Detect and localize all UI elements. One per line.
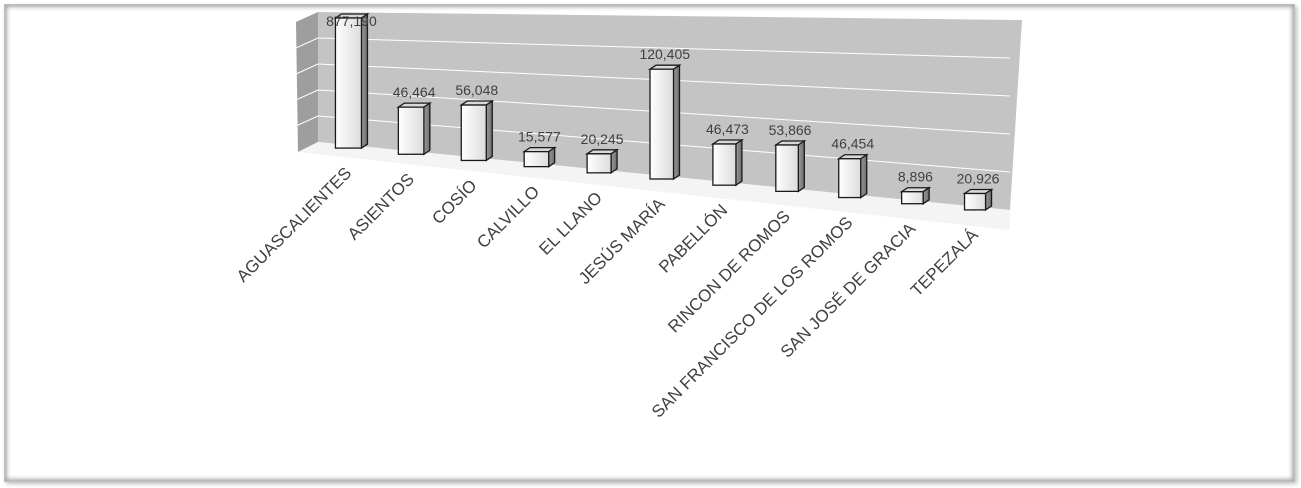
bar-front <box>712 143 737 186</box>
bar-front <box>963 192 987 211</box>
bar-side <box>984 188 993 212</box>
category-label: PABELLÓN <box>655 201 731 277</box>
bar <box>836 153 869 199</box>
value-label: 46,454 <box>831 136 874 152</box>
gridline <box>295 89 319 101</box>
bar <box>522 146 557 168</box>
bar-side <box>423 101 431 156</box>
bar-front <box>586 153 612 174</box>
category-label: TEPEZALÁ <box>907 225 982 300</box>
category-label: COSÍO <box>428 176 480 228</box>
bar-front <box>838 158 862 199</box>
value-label: 20,245 <box>581 131 624 147</box>
value-label: 46,464 <box>393 84 436 100</box>
value-label: 46,473 <box>706 121 749 137</box>
bar-front <box>775 144 799 193</box>
bar-front <box>397 106 425 155</box>
bar-side <box>548 146 556 168</box>
value-label: 20,926 <box>957 171 1000 187</box>
value-label: 8,896 <box>898 169 933 185</box>
bar-side <box>672 63 681 181</box>
value-label: 56,048 <box>455 82 498 98</box>
value-label: 53,866 <box>769 122 812 138</box>
bar-front <box>900 191 924 205</box>
bar-side <box>485 99 493 162</box>
category-label: CALVILLO <box>473 182 543 252</box>
category-label: EL LLANO <box>535 188 605 258</box>
bar <box>396 101 433 156</box>
bar-front <box>649 68 675 180</box>
category-label: ASIENTOS <box>344 170 418 244</box>
bar <box>710 138 745 187</box>
bar <box>459 99 495 162</box>
value-label: 120,405 <box>639 46 690 62</box>
bar <box>647 63 682 181</box>
category-label: SAN JOSÉ DE GRACIA <box>777 219 920 362</box>
bar <box>584 148 620 175</box>
gridline <box>295 37 319 49</box>
bar <box>899 186 932 205</box>
bar-side <box>797 139 805 193</box>
bar <box>773 139 807 193</box>
bar-front <box>334 17 363 149</box>
bars-group <box>333 12 994 212</box>
bar-side <box>860 153 868 199</box>
gridline <box>295 63 319 75</box>
value-label: 15,577 <box>518 129 561 145</box>
side-wall <box>296 12 318 152</box>
gridline <box>317 37 1011 59</box>
value-labels-group: 877,190 46,464 56,048 15,577 20,245 120,405 46… <box>326 13 1000 187</box>
category-label: RINCON DE ROMOS <box>664 207 794 337</box>
bar-front <box>523 150 550 168</box>
value-label: 877,190 <box>326 13 377 29</box>
bar-side <box>735 138 743 187</box>
category-label: AGUASCALIENTES <box>233 163 355 285</box>
bar <box>962 188 994 212</box>
floor <box>298 142 1010 230</box>
bar-side <box>610 148 618 175</box>
bar-side <box>360 12 369 150</box>
gridline <box>295 115 319 127</box>
bar-front <box>460 104 487 162</box>
bar <box>333 12 370 150</box>
